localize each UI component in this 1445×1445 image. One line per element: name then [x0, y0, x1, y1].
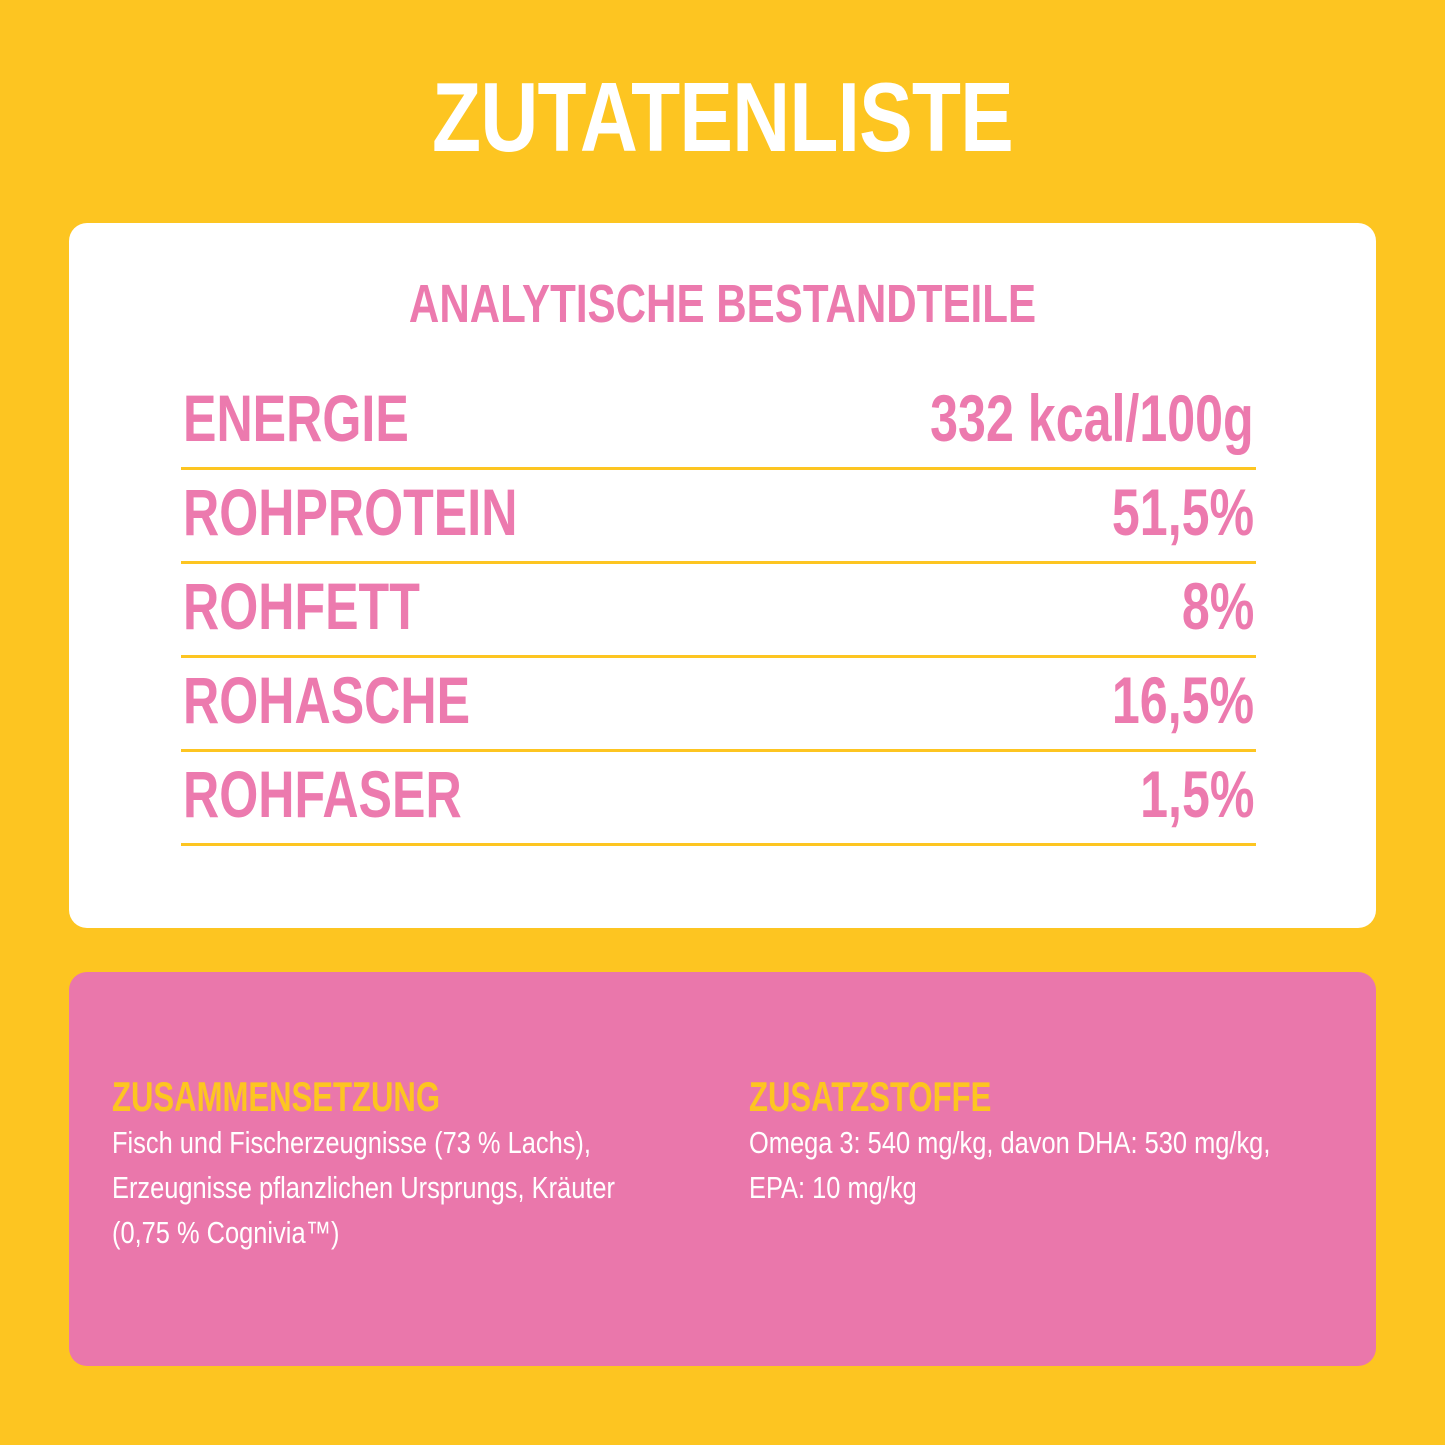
analytics-heading: ANALYTISCHE BESTANDTEILE — [408, 274, 1037, 334]
page-title: ZUTATENLISTE — [432, 62, 1014, 172]
nutrient-name: ROHFETT — [183, 569, 420, 643]
nutrient-value: 8% — [1181, 569, 1254, 643]
nutrient-value: 16,5% — [1111, 663, 1254, 737]
nutrient-row-rohasche: ROHASCHE 16,5% — [181, 658, 1256, 752]
nutrient-row-rohfaser: ROHFASER 1,5% — [181, 752, 1256, 846]
nutrient-value: 332 kcal/100g — [930, 381, 1254, 455]
nutrient-row-rohfett: ROHFETT 8% — [181, 564, 1256, 658]
nutrient-value: 1,5% — [1139, 757, 1254, 831]
nutrient-row-rohprotein: ROHPROTEIN 51,5% — [181, 470, 1256, 564]
nutrient-name: ROHASCHE — [183, 663, 471, 737]
additives-section: ZUSATZSTOFFE Omega 3: 540 mg/kg, davon D… — [749, 1072, 1369, 1210]
additives-line: Omega 3: 540 mg/kg, davon DHA: 530 mg/kg… — [749, 1125, 1271, 1160]
ingredients-panel — [69, 972, 1376, 1366]
nutrient-value: 51,5% — [1111, 475, 1254, 549]
additives-heading: ZUSATZSTOFFE — [749, 1073, 992, 1120]
composition-line: Erzeugnisse pflanzlichen Ursprungs, Kräu… — [112, 1170, 616, 1205]
additives-text: Omega 3: 540 mg/kg, davon DHA: 530 mg/kg… — [749, 1120, 1389, 1210]
composition-line: (0,75 % Cognivia™) — [112, 1215, 340, 1250]
composition-section: ZUSAMMENSETZUNG Fisch und Fischerzeugnis… — [112, 1072, 732, 1255]
nutrient-table: ENERGIE 332 kcal/100g ROHPROTEIN 51,5% R… — [181, 376, 1256, 846]
composition-line: Fisch und Fischerzeugnisse (73 % Lachs), — [112, 1125, 591, 1160]
additives-line: EPA: 10 mg/kg — [749, 1170, 917, 1205]
nutrient-name: ROHFASER — [183, 757, 462, 831]
composition-text: Fisch und Fischerzeugnisse (73 % Lachs),… — [112, 1120, 752, 1255]
analytics-card — [69, 223, 1376, 928]
nutrient-name: ROHPROTEIN — [183, 475, 518, 549]
nutrient-name: ENERGIE — [183, 381, 409, 455]
composition-heading: ZUSAMMENSETZUNG — [112, 1073, 441, 1120]
nutrient-row-energie: ENERGIE 332 kcal/100g — [181, 376, 1256, 470]
